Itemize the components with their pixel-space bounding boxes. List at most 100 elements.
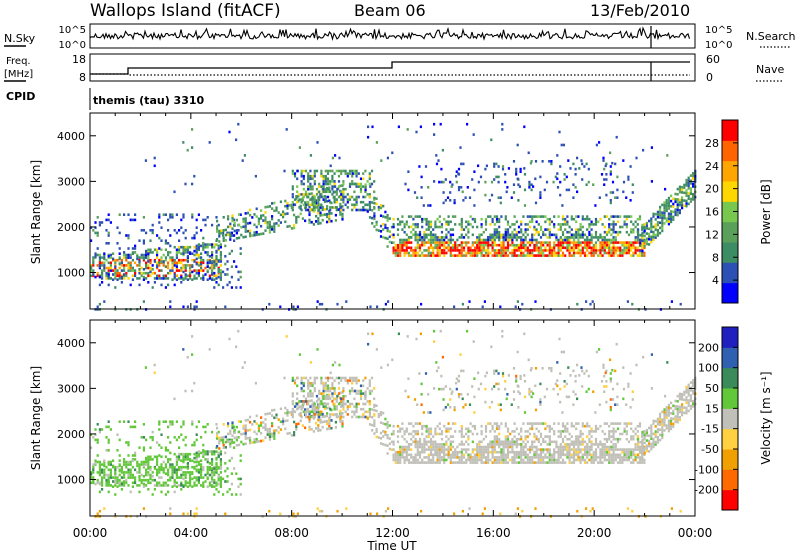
- power-cell: [480, 233, 483, 237]
- velocity-cell: [184, 484, 187, 487]
- power-cell: [548, 254, 551, 257]
- velocity-cell: [362, 413, 365, 416]
- power-cell: [151, 286, 154, 289]
- velocity-cell: [575, 443, 578, 446]
- power-cell: [216, 230, 219, 233]
- power-cell: [498, 225, 501, 229]
- power-cell: [401, 238, 404, 242]
- power-cell: [495, 220, 499, 224]
- power-cell: [217, 268, 220, 271]
- power-cell: [469, 223, 472, 226]
- power-cell: [197, 213, 200, 216]
- power-cell: [648, 232, 651, 236]
- power-cell: [692, 172, 695, 175]
- velocity-cell: [403, 432, 406, 436]
- velocity-cell: [329, 415, 332, 419]
- velocity-cell: [92, 471, 95, 474]
- power-cell: [526, 249, 529, 252]
- power-cell: [608, 223, 611, 226]
- power-cell: [342, 182, 345, 186]
- power-cell: [333, 200, 336, 204]
- velocity-cell: [92, 468, 95, 472]
- power-cell: [351, 174, 354, 178]
- velocity-cell: [632, 453, 635, 457]
- power-cell: [138, 271, 141, 275]
- velocity-cell: [394, 456, 397, 459]
- velocity-cell: [90, 472, 93, 475]
- power-cell: [131, 247, 134, 250]
- power-cell: [614, 236, 617, 239]
- velocity-cell: [364, 393, 367, 396]
- power-cell: [473, 254, 477, 257]
- velocity-cell: [542, 448, 545, 451]
- velocity-cell: [202, 485, 205, 488]
- velocity-cell: [553, 450, 556, 454]
- velocity-cell: [219, 471, 222, 474]
- power-cell: [224, 273, 227, 276]
- power-cell: [526, 241, 529, 244]
- power-cell: [329, 190, 332, 194]
- power-cell: [213, 278, 216, 281]
- velocity-cell: [123, 420, 126, 423]
- power-cell: [467, 251, 470, 255]
- velocity-cell: [526, 456, 529, 459]
- velocity-cell: [386, 436, 389, 440]
- velocity-cell: [542, 450, 545, 454]
- velocity-cell: [418, 450, 422, 454]
- power-cell: [692, 198, 695, 201]
- power-cell: [625, 217, 628, 221]
- power-cell: [511, 230, 514, 234]
- power-cell: [436, 225, 439, 229]
- power-cell: [681, 204, 684, 207]
- velocity-cell: [423, 440, 426, 444]
- power-cell: [447, 223, 450, 226]
- power-cell: [493, 236, 496, 239]
- velocity-cell: [134, 420, 137, 423]
- power-cell: [500, 254, 503, 257]
- power-cell: [665, 201, 668, 205]
- power-cell: [678, 209, 681, 212]
- power-cell: [663, 209, 666, 212]
- power-cell: [228, 281, 231, 284]
- power-cell: [612, 246, 615, 250]
- power-cell: [178, 239, 181, 242]
- power-cell: [317, 201, 320, 205]
- power-cell: [101, 269, 104, 272]
- velocity-cell: [244, 437, 247, 440]
- power-cell: [586, 238, 589, 242]
- power-cell: [520, 241, 523, 244]
- power-cell: [116, 242, 119, 245]
- power-cell: [482, 241, 485, 244]
- velocity-cell: [445, 448, 448, 451]
- velocity-cell: [186, 467, 189, 470]
- velocity-cell: [149, 481, 152, 485]
- power-cell: [553, 225, 556, 229]
- power-cell: [375, 141, 378, 144]
- velocity-cell: [103, 471, 106, 474]
- power-cell: [672, 202, 675, 206]
- power-cell: [511, 238, 514, 242]
- velocity-cell: [368, 415, 372, 418]
- power-cell: [495, 228, 499, 231]
- power-cell: [331, 174, 334, 178]
- power-cell: [182, 278, 185, 281]
- power-cell: [149, 239, 152, 242]
- power-cell: [246, 229, 249, 233]
- velocity-cell: [96, 438, 99, 442]
- power-cell: [109, 266, 112, 270]
- velocity-cell: [586, 456, 589, 459]
- power-cell: [189, 269, 192, 272]
- power-cell: [440, 230, 444, 234]
- velocity-cell: [193, 441, 196, 444]
- power-cell: [149, 258, 152, 262]
- velocity-cell: [346, 405, 349, 408]
- velocity-cell: [440, 445, 444, 449]
- power-cell: [351, 172, 354, 175]
- power-cell: [676, 193, 679, 196]
- velocity-cell: [328, 406, 331, 410]
- power-cell: [526, 228, 529, 231]
- velocity-cell: [213, 481, 216, 485]
- power-cell: [566, 249, 569, 252]
- power-cell: [670, 218, 673, 221]
- power-cell: [636, 249, 639, 252]
